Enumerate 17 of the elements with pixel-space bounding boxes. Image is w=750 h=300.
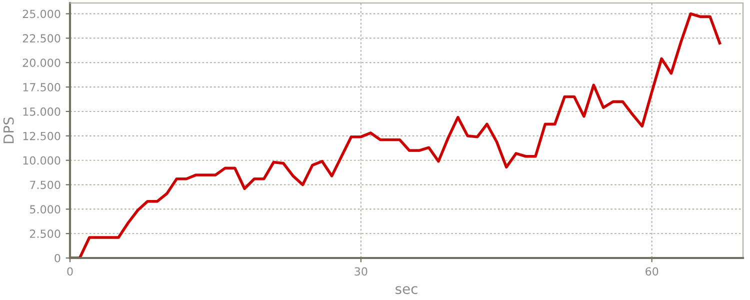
x-axis-title: sec (396, 286, 418, 294)
y-tick-label: 0 (54, 254, 60, 262)
x-tick-label: 60 (646, 267, 658, 276)
y-tick-label: 7.500 (30, 180, 60, 190)
y-tick-label: 12.500 (23, 132, 60, 140)
y-tick-label: 10.000 (23, 156, 60, 165)
x-tick-label: 0 (67, 267, 73, 276)
x-tick-label: 30 (354, 267, 368, 276)
y-tick-label: 2.500 (30, 230, 60, 238)
y-tick-label: 22.500 (22, 34, 60, 43)
y-tick-label: 17.500 (23, 83, 60, 92)
line-series (70, 12, 722, 258)
y-tick-label: 5.000 (30, 205, 60, 214)
y-axis-title: DPS (3, 117, 14, 144)
y-tick-label: 25.000 (22, 10, 60, 18)
y-tick-label: 20.000 (22, 58, 60, 67)
y-tick-label: 15.000 (23, 107, 60, 116)
